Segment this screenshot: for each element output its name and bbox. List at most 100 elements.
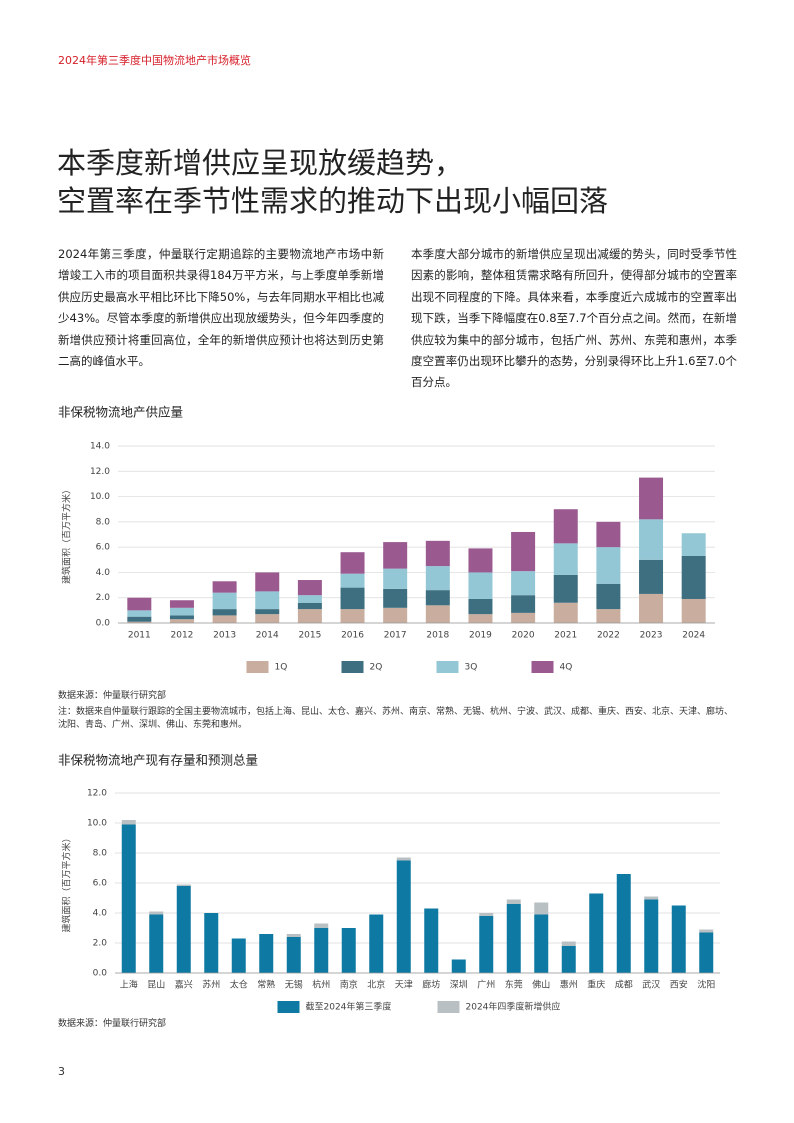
legend-swatch (246, 661, 269, 673)
bar-segment (553, 509, 578, 544)
bar-segment (169, 600, 194, 608)
x-tick-label: 2012 (171, 631, 194, 641)
bar-segment (212, 615, 237, 623)
bar-segment (396, 860, 411, 973)
bar-segment (553, 602, 578, 623)
bar-segment (561, 941, 576, 946)
legend-swatch (531, 661, 554, 673)
title-line: 空置率在季节性需求的推动下出现小幅回落 (57, 184, 609, 218)
source: 数据来源：仲量联行研究部 (58, 1019, 167, 1029)
bar-segment (396, 857, 411, 861)
y-tick-label: 0.0 (96, 619, 111, 629)
bar-segment (204, 913, 219, 973)
bar-segment (383, 588, 408, 608)
paragraph: 2024年第三季度，仲量联行定期追踪的主要物流地产市场中新增竣工入市的项目面积共… (58, 247, 384, 369)
bar-segment (169, 619, 194, 623)
bar-segment (127, 621, 152, 623)
bar-segment (341, 928, 356, 973)
y-axis-label: 建筑面积（百万平方米） (61, 833, 73, 932)
bar-segment (127, 597, 152, 611)
bar-segment (383, 607, 408, 623)
bar-segment (639, 519, 664, 560)
y-tick-label: 10.0 (87, 819, 107, 829)
bar-segment (424, 908, 439, 973)
bar-segment (479, 916, 494, 973)
bar-segment (511, 531, 536, 572)
bar-segment (451, 959, 466, 973)
y-tick-label: 8.0 (96, 517, 111, 527)
bar-segment (511, 612, 536, 623)
bar-segment (681, 598, 706, 623)
bar-segment (596, 521, 621, 548)
bar-segment (596, 547, 621, 584)
bar-segment (169, 615, 194, 620)
legend-label: 4Q (560, 663, 573, 673)
x-tick-label: 常熟 (257, 979, 275, 991)
bar-segment (699, 929, 714, 933)
bar-segment (596, 583, 621, 610)
paragraph: 本季度大部分城市的新增供应呈现出减缓的势头，同时受季节性因素的影响，整体租赁需求… (411, 247, 737, 390)
x-tick-label: 无锡 (285, 980, 303, 991)
x-tick-label: 2020 (512, 631, 535, 641)
bar-segment (286, 937, 301, 973)
bar-segment (255, 572, 280, 592)
y-tick-label: 4.0 (93, 909, 108, 919)
bar-segment (212, 581, 237, 593)
x-tick-label: 2014 (256, 631, 279, 641)
x-tick-label: 重庆 (587, 979, 605, 991)
x-tick-label: 南京 (340, 979, 358, 991)
legend-label: 3Q (465, 663, 478, 673)
bar-segment (425, 590, 450, 606)
bar-segment (255, 614, 280, 623)
bar-segment (169, 607, 194, 616)
x-tick-label: 2018 (426, 631, 449, 641)
bar-segment (616, 874, 631, 973)
bar-segment (255, 609, 280, 615)
bar-segment (506, 904, 521, 973)
x-tick-label: 昆山 (147, 980, 165, 991)
legend-swatch (341, 661, 364, 673)
bar-segment (297, 595, 322, 603)
bar-segment (369, 914, 384, 973)
x-tick-label: 惠州 (560, 979, 578, 991)
x-tick-label: 东莞 (505, 979, 523, 991)
x-tick-label: 武汉 (642, 979, 660, 991)
bar-segment (383, 568, 408, 589)
y-tick-label: 14.0 (90, 442, 110, 452)
legend-label: 截至2024年第三季度 (306, 1001, 392, 1013)
x-tick-label: 2021 (554, 631, 577, 641)
x-tick-label: 2017 (384, 631, 407, 641)
bar-segment (255, 591, 280, 610)
y-tick-label: 4.0 (96, 568, 111, 578)
x-tick-label: 杭州 (312, 979, 330, 991)
x-tick-label: 佛山 (532, 979, 550, 991)
bar-segment (340, 587, 365, 610)
bar-segment (340, 609, 365, 623)
x-tick-label: 2016 (341, 631, 364, 641)
bar-segment (671, 905, 686, 973)
bar-segment (259, 934, 274, 973)
bar-segment (149, 911, 164, 915)
source: 数据来源：仲量联行研究部 (58, 691, 167, 701)
legend-label: 2024年四季度新增供应 (466, 1001, 561, 1013)
bar-segment (314, 923, 329, 928)
x-tick-label: 嘉兴 (175, 979, 193, 991)
bar-segment (639, 477, 664, 520)
x-tick-label: 深圳 (450, 980, 468, 991)
y-tick-label: 2.0 (93, 939, 108, 949)
bar-segment (425, 605, 450, 623)
bar-segment (121, 824, 136, 973)
title-line: 本季度新增供应呈现放缓趋势， (57, 146, 464, 180)
bar-segment (297, 609, 322, 623)
bar-segment (534, 902, 549, 915)
bar-segment (231, 938, 246, 973)
y-axis-label: 建筑面积（百万平方米） (61, 485, 73, 584)
bar-segment (639, 559, 664, 594)
header: 2024年第三季度中国物流地产市场概览 (58, 54, 251, 67)
bar-segment (639, 593, 664, 623)
bar-segment (681, 533, 706, 556)
bar-segment (553, 574, 578, 603)
y-tick-label: 2.0 (96, 593, 111, 603)
legend-swatch (436, 661, 459, 673)
